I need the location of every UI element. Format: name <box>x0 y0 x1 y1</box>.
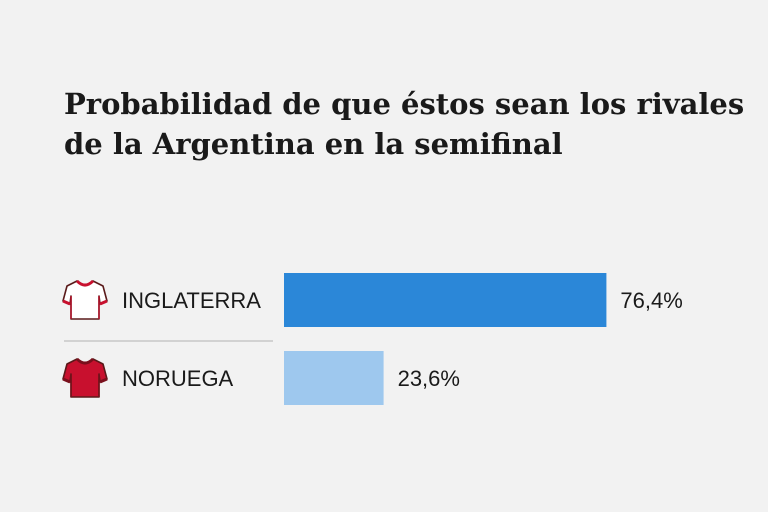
bar <box>284 273 607 327</box>
value-label: 23,6% <box>398 366 460 391</box>
category-label: INGLATERRA <box>122 288 261 313</box>
value-label: 76,4% <box>620 288 682 313</box>
chart-title: Probabilidad de que éstos sean los rival… <box>64 84 745 164</box>
category-label: NORUEGA <box>122 366 234 391</box>
norway-jersey-icon <box>62 357 108 398</box>
bar <box>284 351 384 405</box>
title-line-2: de la Argentina en la semifinal <box>64 127 563 161</box>
england-jersey-icon <box>62 279 108 320</box>
title-line-1: Probabilidad de que éstos sean los rival… <box>64 87 745 121</box>
